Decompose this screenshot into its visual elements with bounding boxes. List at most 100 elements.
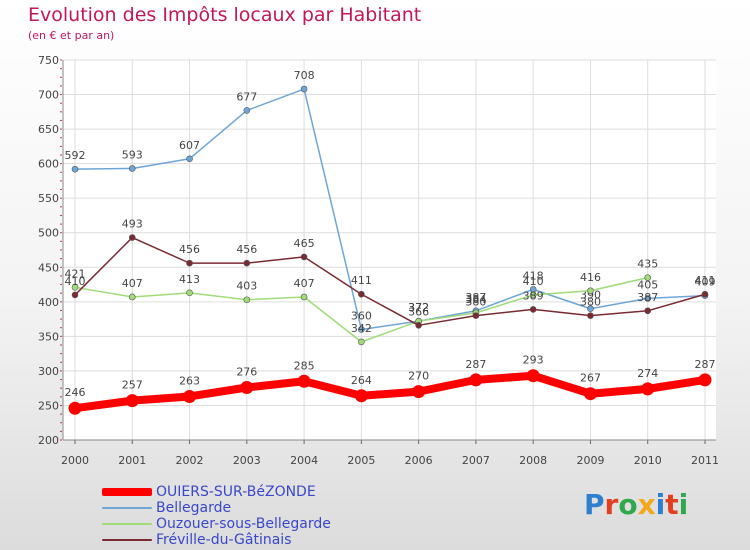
data-point-ouiers-sur-bezonde [469, 373, 483, 387]
data-label-bellegarde: 360 [351, 309, 372, 322]
x-tick-label: 2007 [462, 454, 490, 467]
data-label-freville-du-gatinais: 411 [695, 274, 716, 287]
data-label-bellegarde: 409 [695, 276, 716, 289]
data-label-bellegarde: 418 [523, 269, 544, 282]
data-point-ouzouer-sous-bellegarde [71, 284, 79, 291]
data-label-freville-du-gatinais: 456 [179, 243, 200, 256]
plot-area [63, 60, 716, 440]
data-point-freville-du-gatinais [701, 290, 709, 298]
data-point-ouiers-sur-bezonde [641, 382, 655, 396]
data-point-bellegarde [243, 107, 251, 114]
data-label-ouiers-sur-bezonde: 264 [351, 374, 372, 387]
y-tick-label: 650 [38, 123, 59, 136]
logo-letter: i [655, 488, 666, 521]
data-point-freville-du-gatinais [128, 234, 136, 241]
legend-swatch [102, 507, 152, 509]
x-tick-label: 2004 [290, 454, 318, 467]
legend-swatch [102, 539, 152, 541]
data-point-ouiers-sur-bezonde [526, 369, 540, 383]
data-point-freville-du-gatinais [587, 312, 594, 319]
x-tick-label: 2009 [576, 454, 604, 467]
legend-item: Bellegarde [102, 500, 331, 516]
data-point-ouzouer-sous-bellegarde [300, 293, 308, 301]
data-label-bellegarde: 372 [408, 301, 429, 314]
data-label-ouiers-sur-bezonde: 293 [523, 354, 544, 367]
data-point-bellegarde [587, 305, 594, 313]
data-point-ouiers-sur-bezonde [240, 380, 254, 394]
series-line-bellegarde [74, 88, 706, 331]
data-label-ouiers-sur-bezonde: 287 [695, 358, 716, 371]
y-tick-label: 600 [38, 158, 59, 171]
legend-label: Fréville-du-Gâtinais [156, 532, 292, 548]
data-point-ouiers-sur-bezonde [125, 394, 139, 408]
x-tick-label: 2011 [691, 454, 719, 467]
y-tick-label: 200 [38, 434, 59, 447]
y-tick-label: 400 [38, 296, 59, 309]
data-label-ouiers-sur-bezonde: 285 [294, 359, 315, 372]
y-tick-label: 700 [38, 89, 59, 102]
data-point-ouzouer-sous-bellegarde [644, 274, 652, 281]
data-label-ouzouer-sous-bellegarde: 384 [465, 293, 486, 306]
y-tick-label: 350 [38, 330, 59, 343]
y-tick-label: 450 [38, 261, 59, 274]
data-label-bellegarde: 387 [465, 291, 486, 304]
data-point-freville-du-gatinais [186, 259, 193, 267]
data-label-ouzouer-sous-bellegarde: 407 [294, 277, 315, 290]
data-label-ouzouer-sous-bellegarde: 421 [65, 267, 86, 280]
data-label-freville-du-gatinais: 380 [465, 296, 486, 309]
x-tick-label: 2010 [634, 454, 662, 467]
y-tick-label: 750 [38, 54, 59, 67]
data-label-bellegarde: 593 [122, 148, 143, 161]
data-point-ouiers-sur-bezonde [412, 385, 426, 399]
x-tick-label: 2006 [405, 454, 433, 467]
data-label-ouzouer-sous-bellegarde: 410 [523, 275, 544, 288]
data-point-bellegarde [644, 295, 652, 302]
data-label-freville-du-gatinais: 411 [351, 274, 372, 287]
data-point-ouiers-sur-bezonde [583, 387, 597, 401]
data-point-ouiers-sur-bezonde [183, 389, 197, 403]
x-tick-label: 2005 [347, 454, 375, 467]
data-label-ouiers-sur-bezonde: 276 [236, 365, 257, 378]
legend-item: OUIERS-SUR-BéZONDE [102, 484, 331, 500]
logo-letter: x [637, 488, 656, 521]
data-label-ouiers-sur-bezonde: 257 [122, 379, 143, 392]
data-label-ouzouer-sous-bellegarde: 407 [122, 277, 143, 290]
data-label-ouzouer-sous-bellegarde: 416 [580, 271, 601, 284]
legend-label: Ouzouer-sous-Bellegarde [156, 516, 331, 532]
data-label-bellegarde: 405 [637, 278, 658, 291]
logo-letter: P [584, 488, 605, 521]
logo-letter: t [665, 488, 679, 521]
data-point-freville-du-gatinais [243, 259, 251, 267]
data-point-ouzouer-sous-bellegarde [358, 338, 365, 346]
data-label-ouiers-sur-bezonde: 263 [179, 374, 200, 387]
legend-item: Ouzouer-sous-Bellegarde [102, 516, 331, 532]
data-point-freville-du-gatinais [71, 291, 79, 299]
data-label-bellegarde: 607 [179, 139, 200, 152]
data-label-freville-du-gatinais: 366 [408, 305, 429, 318]
data-point-freville-du-gatinais [472, 312, 480, 319]
data-label-ouiers-sur-bezonde: 270 [408, 370, 429, 383]
x-tick-label: 2003 [233, 454, 261, 467]
data-label-bellegarde: 390 [580, 289, 601, 302]
logo-letter: o [618, 488, 638, 521]
data-point-bellegarde [358, 326, 365, 333]
data-point-ouiers-sur-bezonde [698, 373, 712, 387]
data-point-bellegarde [186, 155, 193, 163]
chart-title: Evolution des Impôts locaux par Habitant [28, 4, 422, 26]
data-point-ouiers-sur-bezonde [68, 401, 82, 415]
data-label-freville-du-gatinais: 465 [294, 237, 315, 250]
y-tick-label: 300 [38, 365, 59, 378]
x-tick-label: 2002 [176, 454, 204, 467]
data-label-ouiers-sur-bezonde: 267 [580, 372, 601, 385]
data-point-bellegarde [128, 165, 136, 172]
data-label-ouiers-sur-bezonde: 246 [65, 386, 86, 399]
legend-label: Bellegarde [156, 500, 232, 516]
data-label-bellegarde: 708 [294, 69, 315, 82]
data-label-ouzouer-sous-bellegarde: 342 [351, 322, 372, 335]
line-chart: 200 250 300 350 400 450 500 550 600 650 700 750 2000… [38, 54, 719, 467]
logo-letter: r [604, 488, 619, 521]
data-point-freville-du-gatinais [644, 307, 652, 315]
series-line-freville-du-gatinais [74, 236, 706, 327]
data-point-ouzouer-sous-bellegarde [128, 293, 136, 301]
